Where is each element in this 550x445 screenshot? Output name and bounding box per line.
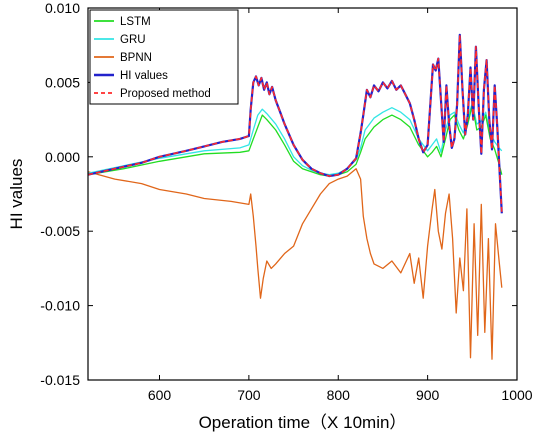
legend-label: LSTM <box>120 16 151 28</box>
x-axis-title: Operation time（X 10min） <box>199 413 407 432</box>
x-tick-label: 900 <box>416 387 440 403</box>
legend-label: GRU <box>120 34 146 46</box>
series-line-proposed-method <box>87 34 503 214</box>
y-axis-title: HI values <box>7 159 26 230</box>
legend-label: BPNN <box>120 52 152 64</box>
series-line-lstm <box>87 104 503 177</box>
y-tick-label: -0.015 <box>40 372 80 388</box>
series-line-gru <box>87 102 503 176</box>
tick-layer: 600 700 800 900 1000 0.010 0.005 0.000 -0.005 -0.… <box>40 0 532 403</box>
x-tick-label: 600 <box>148 387 172 403</box>
series-line-bpnn <box>87 168 503 360</box>
series-layer <box>87 33 503 360</box>
legend-box <box>89 9 239 105</box>
y-tick-label: -0.005 <box>40 223 80 239</box>
legend-label: HI values <box>120 70 168 82</box>
y-tick-label: -0.010 <box>40 298 80 314</box>
legend-label: Proposed method <box>120 88 211 100</box>
y-tick-label: 0.000 <box>45 149 80 165</box>
plot-frame <box>87 7 518 381</box>
x-tick-label: 1000 <box>501 387 532 403</box>
legend: LSTM GRU BPNN HI values Proposed method <box>89 9 239 105</box>
y-tick-label: 0.010 <box>45 0 80 16</box>
x-tick-label: 700 <box>237 387 261 403</box>
x-tick-label: 800 <box>327 387 351 403</box>
y-tick-label: 0.005 <box>45 74 80 90</box>
